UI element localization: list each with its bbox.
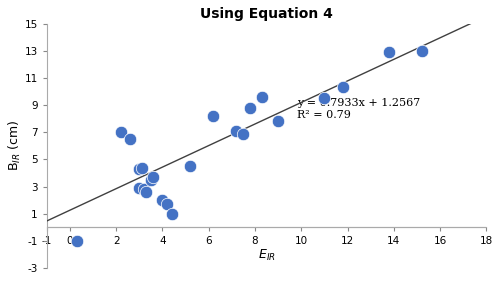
Point bbox=[418, 48, 426, 53]
Point bbox=[339, 85, 347, 90]
Point bbox=[246, 105, 254, 110]
Point bbox=[385, 50, 393, 54]
X-axis label: E$_{IR}$: E$_{IR}$ bbox=[258, 248, 276, 263]
Y-axis label: B$_{IR}$ (cm): B$_{IR}$ (cm) bbox=[7, 120, 23, 171]
Point bbox=[186, 164, 194, 168]
Point bbox=[240, 131, 248, 136]
Point bbox=[232, 129, 240, 133]
Point bbox=[320, 96, 328, 101]
Point bbox=[210, 114, 218, 118]
Point bbox=[126, 137, 134, 141]
Point bbox=[274, 119, 282, 124]
Point bbox=[136, 186, 143, 190]
Point bbox=[140, 187, 148, 192]
Point bbox=[138, 165, 145, 170]
Point bbox=[73, 239, 81, 243]
Point bbox=[258, 95, 266, 99]
Point bbox=[147, 178, 155, 182]
Title: Using Equation 4: Using Equation 4 bbox=[200, 7, 333, 21]
Point bbox=[142, 190, 150, 194]
Point bbox=[158, 198, 166, 202]
Point bbox=[136, 167, 143, 171]
Point bbox=[117, 130, 125, 134]
Point bbox=[168, 212, 175, 216]
Text: y = 0.7933x + 1.2567
R² = 0.79: y = 0.7933x + 1.2567 R² = 0.79 bbox=[296, 98, 420, 120]
Point bbox=[163, 202, 171, 207]
Point bbox=[149, 175, 157, 179]
